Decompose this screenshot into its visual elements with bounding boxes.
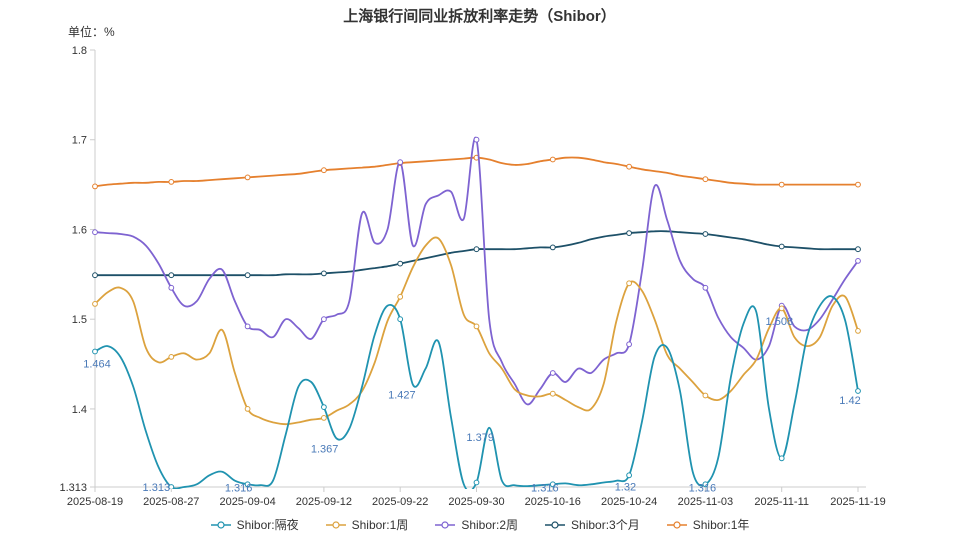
svg-text:1.464: 1.464 <box>83 359 111 371</box>
svg-text:1.427: 1.427 <box>388 390 416 402</box>
svg-text:1.6: 1.6 <box>72 224 87 236</box>
svg-text:1.42: 1.42 <box>839 395 860 407</box>
legend-label: Shibor:1年 <box>692 518 750 532</box>
svg-text:1.8: 1.8 <box>72 45 87 57</box>
svg-text:1.32: 1.32 <box>615 482 636 494</box>
svg-text:2025-09-22: 2025-09-22 <box>372 496 428 508</box>
svg-text:1.7: 1.7 <box>72 135 87 147</box>
svg-text:2025-09-12: 2025-09-12 <box>296 496 352 508</box>
legend-item-shibor-3m[interactable]: Shibor:3个月 <box>544 516 640 533</box>
svg-text:2025-11-03: 2025-11-03 <box>678 496 733 508</box>
svg-text:2025-09-04: 2025-09-04 <box>219 496 275 508</box>
svg-text:2025-08-27: 2025-08-27 <box>143 496 199 508</box>
legend-label: Shibor:3个月 <box>571 518 640 532</box>
svg-text:2025-09-30: 2025-09-30 <box>448 496 504 508</box>
line-circle-marker-icon <box>325 520 346 529</box>
chart-title: 上海银行间同业拆放利率走势（Shibor） <box>343 8 616 25</box>
legend-label: Shibor:1周 <box>351 518 409 532</box>
legend-item-shibor-1y[interactable]: Shibor:1年 <box>666 516 750 533</box>
legend-item-shibor-1w[interactable]: Shibor:1周 <box>325 516 409 533</box>
svg-text:1.4: 1.4 <box>72 404 87 416</box>
svg-text:1.508: 1.508 <box>766 316 794 328</box>
line-circle-marker-icon <box>435 520 456 529</box>
svg-text:2025-10-16: 2025-10-16 <box>525 496 581 508</box>
legend-item-shibor-2w[interactable]: Shibor:2周 <box>434 516 518 533</box>
svg-text:2025-11-19: 2025-11-19 <box>830 496 885 508</box>
svg-text:1.367: 1.367 <box>311 444 339 456</box>
legend-label: Shibor:隔夜 <box>236 518 299 532</box>
svg-text:2025-10-24: 2025-10-24 <box>601 496 657 508</box>
legend-item-shibor-overnight[interactable]: Shibor:隔夜 <box>210 516 299 533</box>
svg-text:1.316: 1.316 <box>225 482 253 494</box>
legend-label: Shibor:2周 <box>461 518 519 532</box>
svg-text:1.5: 1.5 <box>72 314 87 326</box>
svg-text:1.316: 1.316 <box>531 482 559 494</box>
svg-text:2025-11-11: 2025-11-11 <box>754 496 809 508</box>
svg-text:1.313: 1.313 <box>59 482 87 494</box>
line-circle-marker-icon <box>666 520 687 529</box>
line-circle-marker-icon <box>545 520 566 529</box>
chart-legend: Shibor:隔夜 Shibor:1周 Shibor:2周 Shibor:3个月… <box>0 516 959 533</box>
svg-text:1.316: 1.316 <box>689 482 717 494</box>
line-circle-marker-icon <box>210 520 231 529</box>
svg-text:2025-08-19: 2025-08-19 <box>67 496 123 508</box>
y-axis-unit-label: 单位：% <box>68 25 115 39</box>
svg-text:1.313: 1.313 <box>143 482 171 494</box>
svg-text:1.379: 1.379 <box>466 432 494 444</box>
